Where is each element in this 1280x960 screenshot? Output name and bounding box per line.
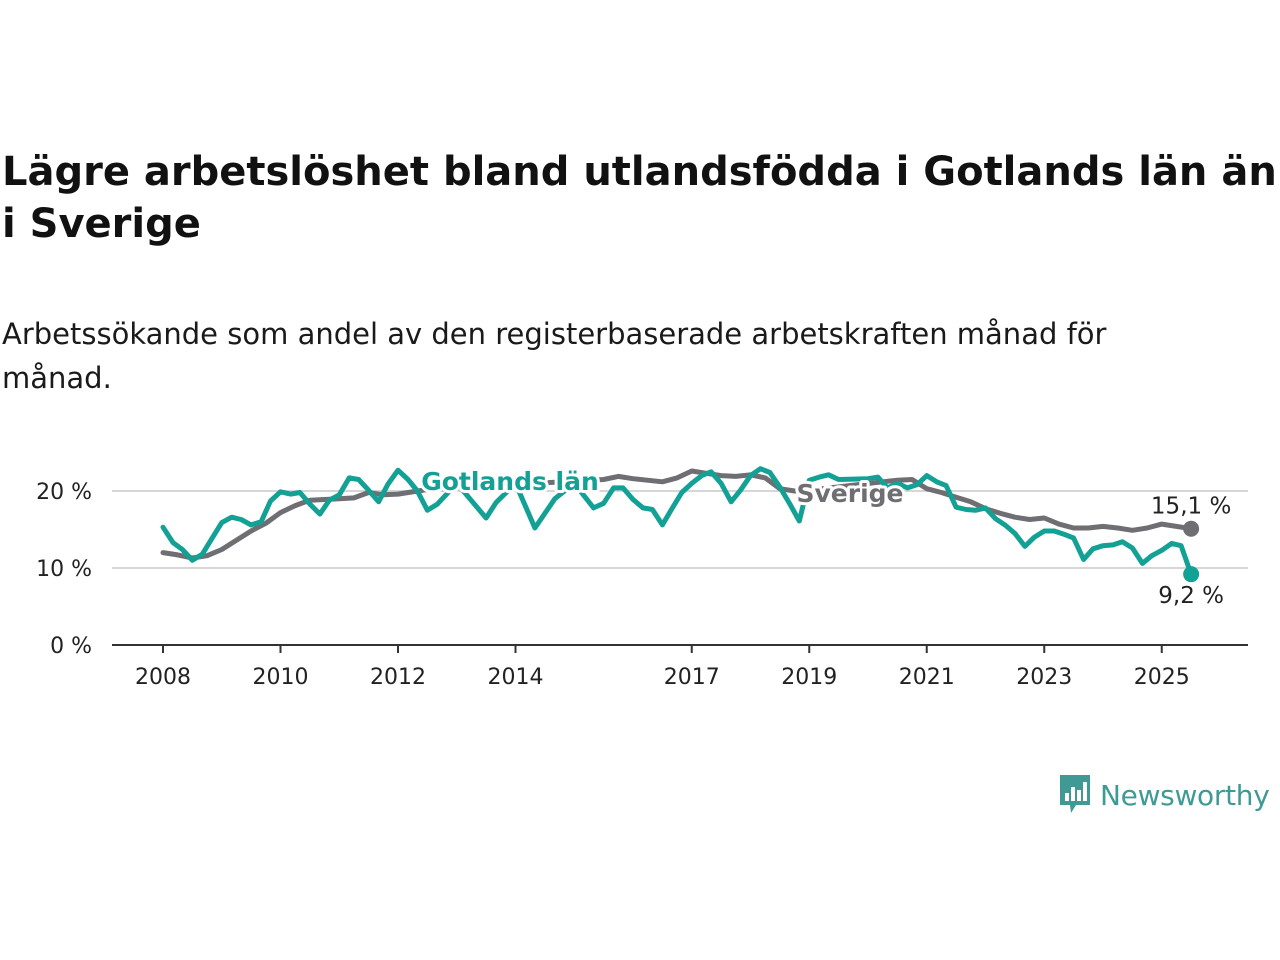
series-line-gotland bbox=[160, 466, 1194, 577]
series-label-sverige: Sverige bbox=[796, 479, 903, 508]
x-tick-label: 2012 bbox=[370, 665, 426, 690]
chart-title: Lägre arbetslöshet bland utlandsfödda i … bbox=[2, 149, 1277, 247]
x-tick-label: 2008 bbox=[135, 665, 191, 690]
y-tick-label: 0 % bbox=[50, 634, 92, 659]
x-tick-label: 2019 bbox=[781, 665, 837, 690]
x-tick-label: 2023 bbox=[1016, 665, 1072, 690]
y-tick-label: 10 % bbox=[36, 557, 92, 582]
end-point-marker bbox=[1183, 566, 1200, 583]
chart-bubble-icon bbox=[1060, 775, 1090, 813]
series-label-gotland: Gotlands län bbox=[421, 467, 599, 496]
x-tick-label: 2017 bbox=[664, 665, 720, 690]
series-lines bbox=[160, 466, 1200, 583]
x-tick-label: 2010 bbox=[253, 665, 309, 690]
chart-subtitle: Arbetssökande som andel av den registerb… bbox=[2, 317, 1107, 395]
y-axis-labels: 0 % 10 % 20 % bbox=[36, 480, 92, 659]
line-chart: 0 % 10 % 20 % 2008 2010 2012 2014 2017 2019 2021… bbox=[36, 464, 1248, 690]
x-tick-label: 2025 bbox=[1134, 665, 1190, 690]
end-value-label: 15,1 % bbox=[1151, 494, 1231, 520]
y-tick-label: 20 % bbox=[36, 480, 92, 505]
end-point-marker bbox=[1183, 520, 1200, 537]
x-tick-label: 2021 bbox=[899, 665, 955, 690]
end-value-label: 9,2 % bbox=[1158, 583, 1224, 609]
series-labels: 15,1 % 9,2 % Gotlands län Sverige bbox=[418, 464, 1234, 612]
x-axis: 2008 2010 2012 2014 2017 2019 2021 2023 2025 bbox=[112, 644, 1248, 690]
brand-name: Newsworthy bbox=[1100, 778, 1270, 812]
newsworthy-logo: Newsworthy bbox=[1058, 770, 1278, 820]
x-tick-label: 2014 bbox=[488, 665, 544, 690]
series-line-sverige bbox=[160, 468, 1194, 561]
